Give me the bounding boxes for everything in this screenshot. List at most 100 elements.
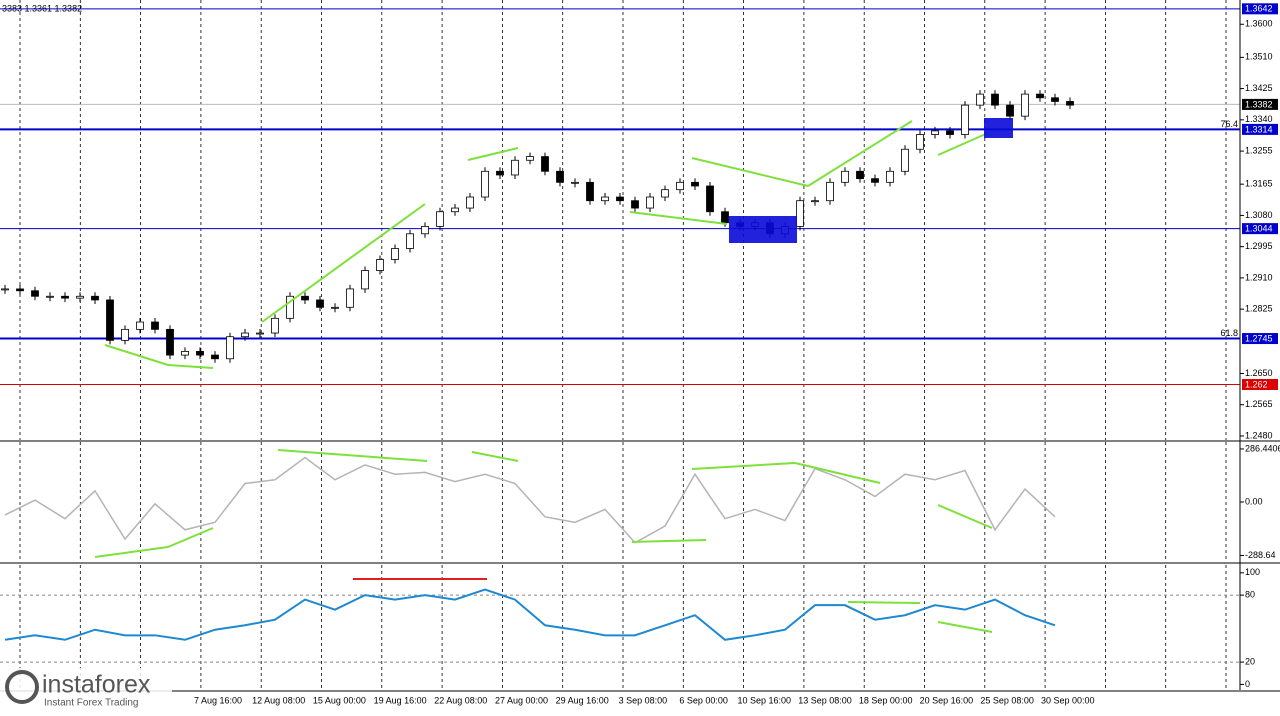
candle xyxy=(361,270,369,290)
x-tick-label: 30 Sep 00:00 xyxy=(1041,695,1095,705)
x-tick-label: 13 Sep 08:00 xyxy=(798,695,852,705)
candle xyxy=(91,295,99,301)
candle xyxy=(511,159,519,176)
y-tick-label: 1.2910 xyxy=(1245,272,1273,282)
candle xyxy=(661,189,669,198)
candle xyxy=(691,181,699,187)
candle xyxy=(1,288,9,291)
zone xyxy=(729,216,797,243)
candle xyxy=(76,295,84,299)
candle xyxy=(211,354,219,360)
trend-line xyxy=(167,364,214,369)
candle xyxy=(931,130,939,135)
candle xyxy=(706,185,714,213)
trend-line xyxy=(691,462,796,470)
trend-line xyxy=(937,621,993,633)
candle xyxy=(301,295,309,301)
candle xyxy=(811,200,819,203)
level-label: 1.262 xyxy=(1245,379,1268,389)
candle xyxy=(226,336,234,360)
y-tick-label: 1.3600 xyxy=(1245,19,1273,29)
candle xyxy=(61,295,69,299)
candle xyxy=(451,207,459,213)
y-tick-label: 1.3165 xyxy=(1245,179,1273,189)
trend-line xyxy=(104,344,169,366)
x-tick-label: 25 Sep 08:00 xyxy=(980,695,1034,705)
level-label: 1.3314 xyxy=(1245,124,1273,134)
indicator-line xyxy=(4,588,1056,641)
trend-line xyxy=(467,147,519,161)
candle xyxy=(391,248,399,260)
x-tick-label: 6 Sep 00:00 xyxy=(679,695,728,705)
y-tick-label: 1.3510 xyxy=(1245,52,1273,62)
candle xyxy=(481,170,489,198)
x-tick-label: 7 Aug 16:00 xyxy=(194,695,242,705)
candle xyxy=(496,170,504,176)
candle xyxy=(856,170,864,180)
y-tick-label: 1.2650 xyxy=(1245,368,1273,378)
candle xyxy=(16,288,24,292)
candle xyxy=(271,317,279,334)
candle xyxy=(946,130,954,135)
y-tick-label: 1.2825 xyxy=(1245,304,1273,314)
candle xyxy=(586,181,594,202)
candle xyxy=(1051,97,1059,102)
x-tick-label: 27 Aug 00:00 xyxy=(495,695,548,705)
candle xyxy=(241,332,249,338)
y-tick-label: 1.3255 xyxy=(1245,145,1273,155)
candle xyxy=(631,200,639,209)
trend-line xyxy=(261,203,426,323)
level-label: 1.3382 xyxy=(1245,99,1273,109)
trend-line xyxy=(794,462,881,484)
candle xyxy=(871,178,879,183)
candle xyxy=(796,200,804,227)
candle xyxy=(886,170,894,183)
level-label: 1.3642 xyxy=(1245,4,1273,14)
trend-line xyxy=(807,120,913,187)
x-tick-label: 15 Aug 00:00 xyxy=(313,695,366,705)
zone xyxy=(984,118,1013,138)
level-label: 1.2745 xyxy=(1245,333,1273,343)
candle xyxy=(556,170,564,183)
x-tick-label: 18 Sep 00:00 xyxy=(859,695,913,705)
trend-line xyxy=(937,504,993,529)
level-box xyxy=(1242,3,1278,15)
candle xyxy=(616,196,624,202)
candle xyxy=(841,170,849,183)
candle xyxy=(406,233,414,249)
x-tick-label: 22 Aug 08:00 xyxy=(434,695,487,705)
y-tick-label: 1.2480 xyxy=(1245,430,1273,440)
trend-line xyxy=(471,451,519,462)
candle xyxy=(1036,93,1044,99)
candle xyxy=(346,288,354,308)
trend-line xyxy=(847,601,921,604)
fib-label: 76.4 xyxy=(1220,119,1238,129)
candle xyxy=(286,295,294,319)
candle xyxy=(1006,104,1014,117)
trend-line xyxy=(691,157,809,187)
candle xyxy=(601,196,609,202)
candle xyxy=(676,181,684,191)
candle xyxy=(1021,93,1029,117)
candle xyxy=(466,196,474,209)
trend-line xyxy=(277,449,428,462)
candle xyxy=(136,321,144,330)
x-tick-label: 29 Aug 16:00 xyxy=(556,695,609,705)
candle xyxy=(151,321,159,330)
level-box xyxy=(1242,378,1278,390)
y-tick-label: 20 xyxy=(1245,656,1255,666)
candle xyxy=(181,351,189,356)
candle xyxy=(376,259,384,271)
logo-icon xyxy=(5,670,39,704)
y-tick-label: 1.3080 xyxy=(1245,210,1273,220)
candle xyxy=(826,181,834,202)
x-tick-label: 10 Sep 16:00 xyxy=(738,695,792,705)
y-tick-label: 100 xyxy=(1245,567,1260,577)
level-label: 1.3044 xyxy=(1245,224,1273,234)
candle xyxy=(196,351,204,356)
candle xyxy=(1066,101,1074,106)
candle xyxy=(526,156,534,161)
candle xyxy=(571,181,579,184)
